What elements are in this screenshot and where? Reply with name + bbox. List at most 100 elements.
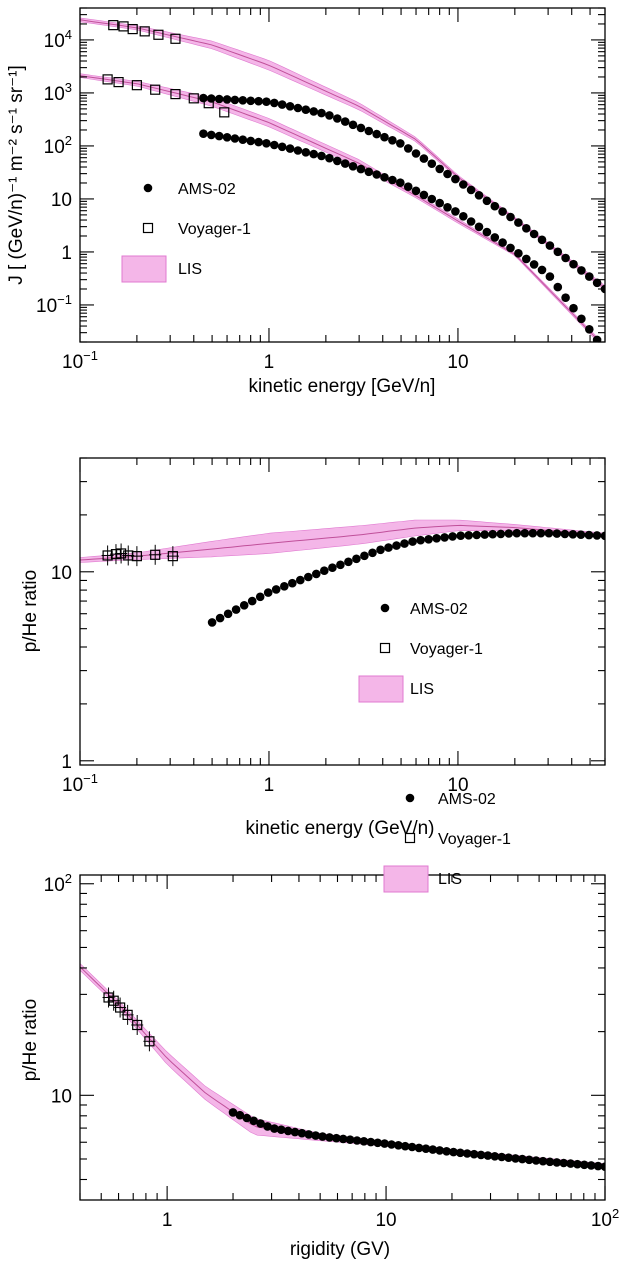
ams-point bbox=[380, 1139, 389, 1148]
voyager-point bbox=[131, 551, 142, 562]
y-tick-label: 102 bbox=[44, 133, 72, 158]
ams-point bbox=[520, 528, 530, 538]
ams-point bbox=[320, 566, 329, 575]
ams-point bbox=[456, 1148, 465, 1158]
ams-point bbox=[592, 278, 602, 288]
ams-point bbox=[529, 229, 539, 239]
ams-point bbox=[280, 582, 289, 591]
y-axis-label: p/He ratio bbox=[20, 999, 41, 1081]
ams-point bbox=[380, 173, 389, 182]
legend: AMS-02 Voyager-1 LIS bbox=[358, 601, 483, 703]
ams-point bbox=[222, 95, 232, 104]
ams-point bbox=[199, 129, 208, 138]
ams-point bbox=[403, 182, 413, 191]
voyager-point bbox=[170, 89, 181, 100]
y-tick-label: 103 bbox=[44, 80, 72, 105]
ams-point bbox=[270, 140, 279, 150]
ams-point bbox=[490, 1152, 500, 1161]
x-tick-label: 1 bbox=[162, 1210, 173, 1231]
ams-point bbox=[442, 1147, 451, 1156]
ams-point bbox=[304, 572, 313, 582]
ams-point bbox=[276, 1125, 286, 1134]
ams-point bbox=[348, 162, 358, 171]
ams-point bbox=[246, 136, 255, 146]
voyager-point bbox=[102, 550, 113, 561]
ams-point bbox=[325, 1133, 334, 1142]
ams-point bbox=[277, 142, 287, 152]
y-tick-label: 10 bbox=[51, 190, 72, 211]
ams-point bbox=[230, 134, 240, 143]
ams-point bbox=[538, 1156, 548, 1166]
ams-point bbox=[518, 1154, 527, 1164]
voyager-point bbox=[167, 551, 178, 562]
plot-frame bbox=[79, 874, 606, 1201]
ams-point bbox=[482, 196, 492, 206]
x-tick-label: 10 bbox=[447, 775, 468, 796]
legend-ams-marker bbox=[143, 183, 153, 193]
ams-point bbox=[340, 159, 350, 168]
ams-point bbox=[364, 126, 374, 136]
ams-point bbox=[254, 96, 263, 106]
ams-point bbox=[419, 154, 429, 163]
plot-frame bbox=[79, 7, 606, 343]
ams-point bbox=[318, 1132, 327, 1141]
ams-point bbox=[537, 265, 547, 275]
ams-point bbox=[553, 282, 563, 292]
plot-area bbox=[80, 17, 605, 342]
ticks bbox=[79, 875, 606, 1200]
ams-point bbox=[545, 272, 555, 281]
ams-point bbox=[230, 95, 240, 105]
ams-point bbox=[524, 1155, 534, 1165]
ams-point bbox=[592, 531, 602, 540]
ams-point bbox=[396, 139, 405, 148]
legend-label: Voyager-1 bbox=[438, 831, 511, 848]
ams-point bbox=[552, 1158, 562, 1167]
voyager-point bbox=[115, 548, 127, 559]
ams-point bbox=[366, 1137, 376, 1147]
ams-point bbox=[290, 1127, 300, 1137]
ams-point bbox=[466, 185, 476, 195]
ams-point bbox=[352, 1136, 362, 1145]
voyager-point bbox=[203, 98, 214, 109]
ams-point bbox=[448, 532, 457, 541]
ams-point bbox=[296, 575, 305, 585]
ams-point bbox=[311, 1131, 321, 1140]
ams-point bbox=[504, 529, 514, 538]
ams-point bbox=[456, 531, 466, 540]
lis-band bbox=[80, 519, 605, 563]
legend-voyager-marker bbox=[142, 222, 154, 234]
legend-label: AMS-02 bbox=[438, 791, 496, 808]
ams-point bbox=[263, 588, 273, 597]
ams-point bbox=[231, 605, 241, 614]
ams-point bbox=[512, 528, 522, 538]
ams-point bbox=[255, 592, 265, 602]
ams-point bbox=[459, 212, 468, 221]
ams-point bbox=[356, 123, 366, 133]
ams-point bbox=[419, 190, 429, 200]
voyager-point bbox=[153, 29, 164, 40]
ams-point bbox=[553, 247, 563, 257]
x-tick-label: 102 bbox=[591, 1206, 619, 1231]
ams-point bbox=[262, 139, 271, 148]
ams-point bbox=[511, 1154, 520, 1163]
ams-point bbox=[529, 260, 539, 269]
x-tick-label: 10 bbox=[447, 352, 468, 373]
legend-ams-marker bbox=[405, 793, 415, 803]
voyager-point bbox=[132, 1019, 143, 1031]
ams-point bbox=[443, 169, 452, 179]
ams-point bbox=[497, 1152, 507, 1162]
ams-point bbox=[246, 96, 255, 106]
ams-point bbox=[345, 1135, 355, 1144]
ams-point bbox=[459, 180, 468, 189]
ams-point bbox=[435, 164, 445, 174]
y-tick-label: 102 bbox=[44, 871, 72, 896]
ams-point bbox=[569, 259, 578, 269]
ams-point bbox=[464, 531, 474, 540]
ams-point bbox=[293, 103, 303, 113]
lis-band bbox=[80, 73, 599, 342]
voyager-point bbox=[150, 549, 161, 560]
ratio-vs-rigidity-panel: 1 10 102 10 102 rigidity (GV) p/He ratio AMS-02… bbox=[20, 791, 619, 1260]
ams-point bbox=[199, 93, 208, 103]
ams-point bbox=[561, 253, 570, 263]
